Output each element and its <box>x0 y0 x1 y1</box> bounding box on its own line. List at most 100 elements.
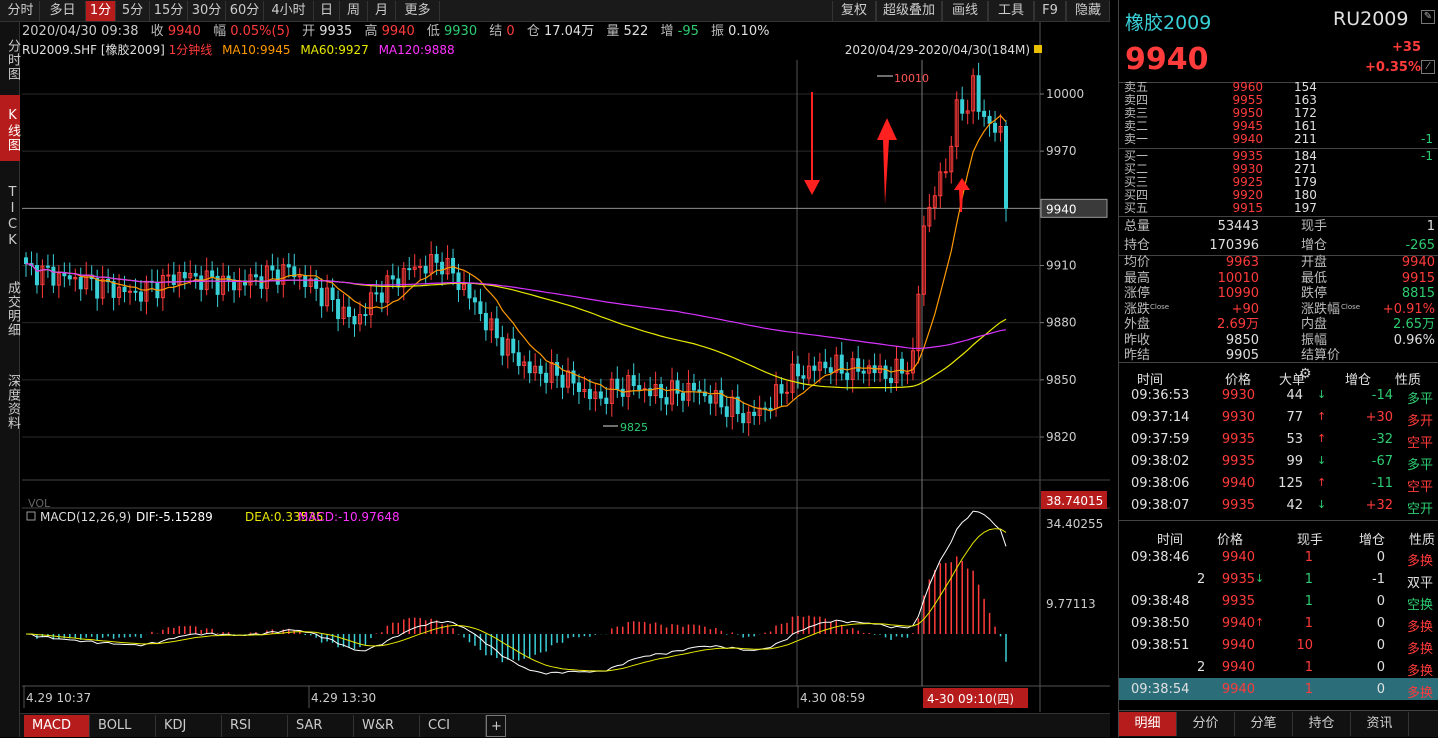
price-tick-label-4: 9880 <box>1046 316 1077 330</box>
ticks-header-0: 时间 <box>1137 373 1164 388</box>
tool-button-3[interactable]: 工具 <box>988 1 1034 21</box>
candle-body-176 <box>987 115 992 124</box>
period-tab-7[interactable]: 4小时 <box>264 1 314 21</box>
detail-tab-3[interactable]: 持仓 <box>1293 712 1351 736</box>
period-tab-8[interactable]: 日 <box>314 1 340 21</box>
candle-body-103 <box>587 388 592 400</box>
sep-1 <box>1119 82 1438 83</box>
candle-body-75 <box>434 254 439 263</box>
tick-price-4: 9940 <box>1221 476 1255 491</box>
indicator-tab-2[interactable]: KDJ <box>156 715 222 737</box>
candle-body-157 <box>883 365 888 379</box>
candle-body-67 <box>390 275 395 280</box>
view-tab-4[interactable]: 深度资料 <box>5 374 20 430</box>
candle-body-84 <box>483 313 488 331</box>
settings-gear-icon[interactable]: ⚙ <box>1299 366 1312 382</box>
period-tab-10[interactable]: 月 <box>368 1 396 21</box>
candle-body-72 <box>418 265 423 268</box>
stat2-value-b-0: 9940 <box>1401 255 1435 270</box>
indicator-tab-6[interactable]: CCI <box>420 715 486 737</box>
tool-button-5[interactable]: 隐藏 <box>1066 1 1110 21</box>
view-tab-3[interactable]: 成交明细 <box>5 281 20 337</box>
candle-body-57 <box>336 298 341 320</box>
lock-icon <box>1034 45 1042 53</box>
trade-price-0: 9940 <box>1221 550 1255 565</box>
arrow-up-1 <box>877 118 897 205</box>
candle-body-177 <box>993 122 998 133</box>
tick-vol-4: 125 <box>1278 476 1303 491</box>
sep-3 <box>1119 216 1438 217</box>
candle-body-82 <box>472 297 477 303</box>
period-tab-2[interactable]: 1分 <box>86 1 116 21</box>
indicator-tab-4[interactable]: SAR <box>288 715 354 737</box>
period-tab-4[interactable]: 15分 <box>150 1 188 21</box>
kline-chart[interactable]: 10000 9970 9940 9910 9880 9850 9820 9940 38.7401… <box>0 0 1110 713</box>
settle-value: 0 <box>506 24 515 39</box>
candle-body-64 <box>374 292 379 295</box>
price-tick-label-5: 9850 <box>1046 373 1077 387</box>
candle-body-56 <box>330 287 335 300</box>
period-tab-3[interactable]: 5分 <box>116 1 150 21</box>
detail-tab-0[interactable]: 明细 <box>1119 712 1177 736</box>
detail-tab-1[interactable]: 分价 <box>1177 712 1235 736</box>
detail-tab-2[interactable]: 分笔 <box>1235 712 1293 736</box>
candle-body-95 <box>544 372 549 383</box>
book-label-asks-3: 卖二 <box>1124 119 1149 133</box>
book-label-asks-1: 卖四 <box>1124 93 1149 107</box>
candle-body-145 <box>817 361 822 371</box>
candle-body-163 <box>916 293 921 352</box>
trade-price-4: 9940 <box>1221 638 1255 653</box>
range-value: 0.05%(5) <box>230 24 290 39</box>
trade-inc-4: 0 <box>1376 638 1385 653</box>
book-vol-bids-1: 271 <box>1294 162 1317 176</box>
indicator-tab-3[interactable]: RSI <box>222 715 288 737</box>
edit-icon[interactable]: ✎ <box>1421 10 1435 24</box>
macd-axis-1: 9.77113 <box>1046 597 1096 611</box>
sep-4 <box>1119 255 1438 256</box>
tool-button-2[interactable]: 画线 <box>942 1 988 21</box>
view-tab-2[interactable]: TICK <box>5 185 20 249</box>
trade-type-3: 多换 <box>1407 620 1434 635</box>
tool-button-4[interactable]: F9 <box>1034 1 1066 21</box>
stat2-label-b-6: 结算价 <box>1301 348 1341 363</box>
tick-vol-5: 42 <box>1286 498 1303 513</box>
period-tab-9[interactable]: 周 <box>340 1 368 21</box>
stat-value-a-1: 170396 <box>1209 238 1259 253</box>
book-price-asks-4: 9940 <box>1232 132 1263 146</box>
tool-button-1[interactable]: 超级叠加 <box>876 1 942 21</box>
candle-body-102 <box>582 388 587 392</box>
candle-body-5 <box>51 266 56 286</box>
period-tab-6[interactable]: 60分 <box>226 1 264 21</box>
detail-tab-4[interactable]: 资讯 <box>1351 712 1409 736</box>
candle-body-21 <box>138 291 143 302</box>
indicator-tab-0[interactable]: MACD <box>24 715 90 737</box>
candle-body-126 <box>713 390 718 404</box>
candle-body-79 <box>456 272 461 290</box>
trade-inc-2: 0 <box>1376 594 1385 609</box>
selected-trade-row[interactable] <box>1119 678 1438 700</box>
candle-body-143 <box>806 365 811 379</box>
lo-label: 9825 <box>620 421 648 434</box>
draw-icon[interactable]: ⁄ <box>1421 60 1435 74</box>
book-price-bids-3: 9920 <box>1232 188 1263 202</box>
instrument-name: 橡胶2009 <box>1125 12 1212 34</box>
book-price-bids-4: 9915 <box>1232 201 1263 215</box>
period-tab-11[interactable]: 更多 <box>396 1 440 21</box>
period-tab-1[interactable]: 多日 <box>40 1 86 21</box>
trades-header-0: 时间 <box>1157 533 1184 548</box>
stat2-label-a-1: 最高 <box>1124 270 1151 286</box>
indicator-tab-1[interactable]: BOLL <box>90 715 156 737</box>
period-tab-0[interactable]: 分时 <box>2 1 40 21</box>
trade-vol-5: 1 <box>1304 660 1313 675</box>
book-label-asks-4: 卖一 <box>1124 132 1149 146</box>
trades-header-4: 性质 <box>1409 533 1436 548</box>
view-tab-0[interactable]: 分时图 <box>5 39 20 81</box>
ticks-header-4: 性质 <box>1395 373 1422 388</box>
indicator-tab-7[interactable]: + <box>486 715 506 737</box>
view-tab-1[interactable]: K线图 <box>0 95 20 161</box>
trade-time-3: 09:38:50 <box>1131 616 1190 631</box>
candle-body-26 <box>166 274 171 277</box>
period-tab-5[interactable]: 30分 <box>188 1 226 21</box>
indicator-tab-5[interactable]: W&R <box>354 715 420 737</box>
tool-button-0[interactable]: 复权 <box>832 1 876 21</box>
